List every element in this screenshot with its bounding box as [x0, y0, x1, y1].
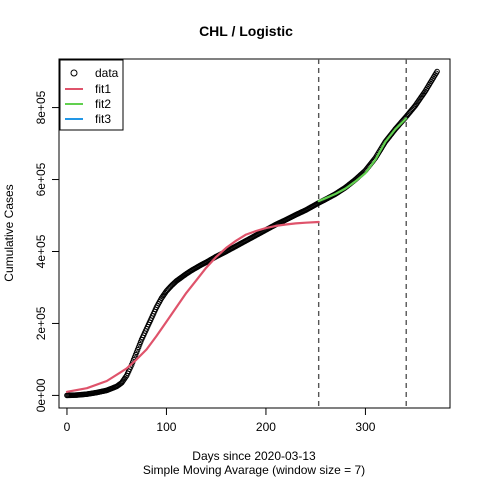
series-fit2-line: [317, 117, 408, 203]
y-axis: 0e+00 2e+05 4e+05 6e+05 8e+05: [34, 90, 60, 412]
data-point: [131, 354, 138, 361]
data-point: [434, 68, 440, 75]
data-point: [134, 346, 141, 353]
data-point: [133, 349, 140, 356]
y-axis-label: Cumulative Cases: [2, 184, 16, 281]
legend-label-fit1: fit1: [95, 82, 111, 96]
chart-subtitle: Simple Moving Avarage (window size = 7): [143, 463, 365, 477]
data-point: [136, 341, 143, 348]
legend-label-data: data: [95, 66, 119, 80]
x-axis-label: Days since 2020-03-13: [192, 449, 316, 463]
legend: data fit1 fit2 fit3: [59, 59, 124, 131]
legend-label-fit3: fit3: [95, 112, 111, 126]
y-tick-label: 2e+05: [34, 306, 48, 340]
y-tick-label: 6e+05: [34, 162, 48, 196]
data-point: [137, 339, 144, 345]
chart-title: CHL / Logistic: [199, 23, 293, 39]
x-tick-label: 0: [64, 420, 71, 434]
x-tick-label: 200: [256, 420, 276, 434]
series-fit1-line: [65, 220, 320, 393]
series-layer: [64, 68, 440, 399]
x-tick-label: 300: [355, 420, 375, 434]
legend-data-marker: [70, 69, 78, 77]
y-tick-label: 0e+00: [34, 378, 48, 412]
data-point: [132, 351, 139, 358]
legend-label-fit2: fit2: [95, 97, 111, 111]
vertical-lines: [317, 59, 407, 408]
x-tick-label: 100: [156, 420, 176, 434]
x-axis: 0 100 200 300: [64, 407, 376, 434]
data-point: [135, 344, 142, 350]
y-tick-label: 8e+05: [34, 90, 48, 124]
y-tick-label: 4e+05: [34, 234, 48, 268]
